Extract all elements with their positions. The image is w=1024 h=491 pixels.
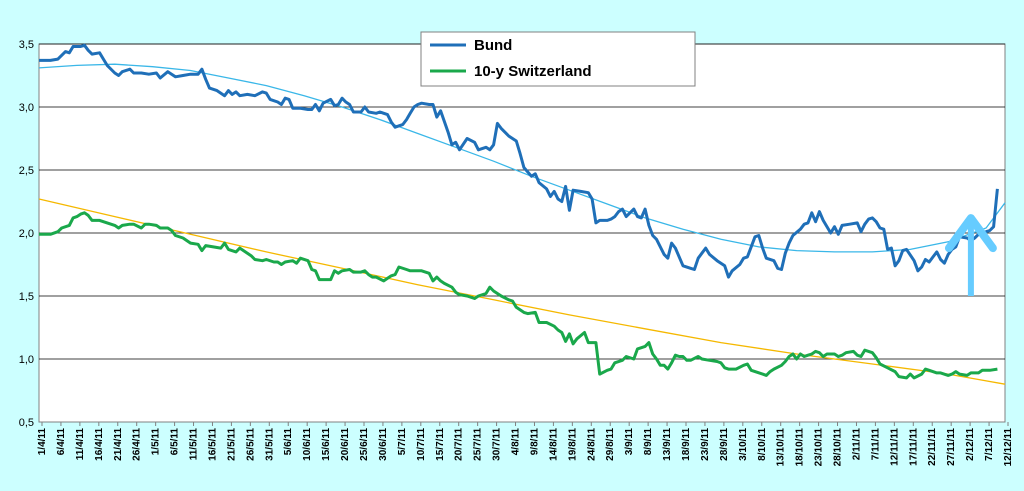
x-tick-label: 10/7/11 bbox=[416, 428, 427, 461]
x-tick-label: 19/8/11 bbox=[567, 428, 578, 461]
y-tick-label: 1,5 bbox=[19, 291, 34, 303]
x-tick-label: 18/10/11 bbox=[795, 428, 806, 467]
x-tick-label: 6/4/11 bbox=[56, 428, 67, 456]
x-axis: 1/4/11 6/4/11 11/4/11 16/4/11 21/4/11 26/4/11… bbox=[37, 422, 1014, 466]
series-line-bund bbox=[39, 43, 999, 279]
x-tick-label: 25/6/11 bbox=[359, 428, 370, 461]
series-line-switzerland bbox=[39, 211, 998, 380]
x-tick-label: 6/5/11 bbox=[170, 428, 181, 456]
arrow-head bbox=[944, 214, 997, 253]
x-tick-label: 12/11/11 bbox=[889, 428, 900, 466]
x-tick-label: 8/10/11 bbox=[757, 428, 768, 461]
y-axis: 0,5 1,0 1,5 2,0 2,5 3,0 3,5 bbox=[19, 39, 34, 429]
trendline bbox=[38, 198, 1006, 385]
legend: Bund 10-y Switzerland bbox=[420, 31, 696, 87]
x-tick-label: 2/11/11 bbox=[851, 428, 862, 461]
x-tick-label: 13/10/11 bbox=[776, 428, 787, 467]
x-tick-label: 5/7/11 bbox=[397, 428, 408, 456]
x-tick-label: 16/5/11 bbox=[207, 428, 218, 461]
x-tick-label: 7/12/11 bbox=[984, 428, 995, 461]
x-tick-label: 2/12/11 bbox=[965, 428, 976, 461]
x-tick-label: 20/6/11 bbox=[340, 428, 351, 461]
x-tick-label: 13/9/11 bbox=[662, 428, 673, 461]
x-tick-label: 25/7/11 bbox=[473, 428, 484, 461]
y-tick-label: 2,0 bbox=[19, 228, 34, 240]
x-tick-label: 21/5/11 bbox=[226, 428, 237, 461]
x-tick-label: 29/8/11 bbox=[605, 428, 616, 461]
x-tick-label: 26/4/11 bbox=[132, 428, 143, 461]
x-tick-label: 23/10/11 bbox=[814, 428, 825, 467]
x-tick-label: 28/9/11 bbox=[719, 428, 730, 461]
x-tick-label: 16/4/11 bbox=[94, 428, 105, 461]
y-tick-label: 1,0 bbox=[19, 354, 34, 366]
x-tick-label: 12/12/11 bbox=[1003, 428, 1014, 467]
x-tick-label: 10/6/11 bbox=[302, 428, 313, 461]
x-tick-label: 9/8/11 bbox=[529, 428, 540, 456]
legend-box bbox=[420, 31, 696, 87]
x-tick-label: 23/9/11 bbox=[700, 428, 711, 461]
x-tick-label: 15/6/11 bbox=[321, 428, 332, 461]
x-tick-label: 11/5/11 bbox=[189, 428, 200, 461]
x-tick-label: 17/11/11 bbox=[908, 428, 919, 466]
x-tick-label: 3/10/11 bbox=[738, 428, 749, 461]
x-tick-label: 30/7/11 bbox=[492, 428, 503, 461]
x-tick-label: 26/5/11 bbox=[245, 428, 256, 461]
x-tick-label: 11/4/11 bbox=[75, 428, 86, 461]
x-tick-label: 1/4/11 bbox=[37, 428, 48, 456]
x-tick-label: 22/11/11 bbox=[927, 428, 938, 466]
x-tick-label: 8/9/11 bbox=[643, 428, 654, 456]
x-tick-label: 5/6/11 bbox=[283, 428, 294, 456]
y-tick-label: 2,5 bbox=[19, 165, 34, 177]
legend-label-switzerland: 10-y Switzerland bbox=[474, 63, 592, 80]
x-tick-label: 14/8/11 bbox=[548, 428, 559, 461]
series-lines bbox=[39, 43, 999, 380]
x-tick-label: 21/4/11 bbox=[113, 428, 124, 461]
x-tick-label: 1/5/11 bbox=[151, 428, 162, 456]
x-tick-label: 30/6/11 bbox=[378, 428, 389, 461]
y-tick-label: 3,5 bbox=[19, 39, 34, 51]
x-tick-label: 18/9/11 bbox=[681, 428, 692, 461]
x-tick-label: 4/8/11 bbox=[511, 428, 522, 456]
legend-label-bund: Bund bbox=[474, 37, 512, 54]
annotation bbox=[944, 214, 997, 296]
x-tick-label: 3/9/11 bbox=[624, 428, 635, 456]
x-tick-label: 31/5/11 bbox=[264, 428, 275, 461]
x-tick-label: 20/7/11 bbox=[454, 428, 465, 461]
y-tick-label: 3,0 bbox=[19, 102, 34, 114]
x-tick-label: 27/11/11 bbox=[946, 428, 957, 466]
x-tick-label: 7/11/11 bbox=[870, 428, 881, 461]
x-tick-label: 28/10/11 bbox=[833, 428, 844, 467]
x-tick-label: 24/8/11 bbox=[586, 428, 597, 461]
x-tick-label: 15/7/11 bbox=[435, 428, 446, 461]
y-tick-label: 0,5 bbox=[19, 417, 34, 429]
